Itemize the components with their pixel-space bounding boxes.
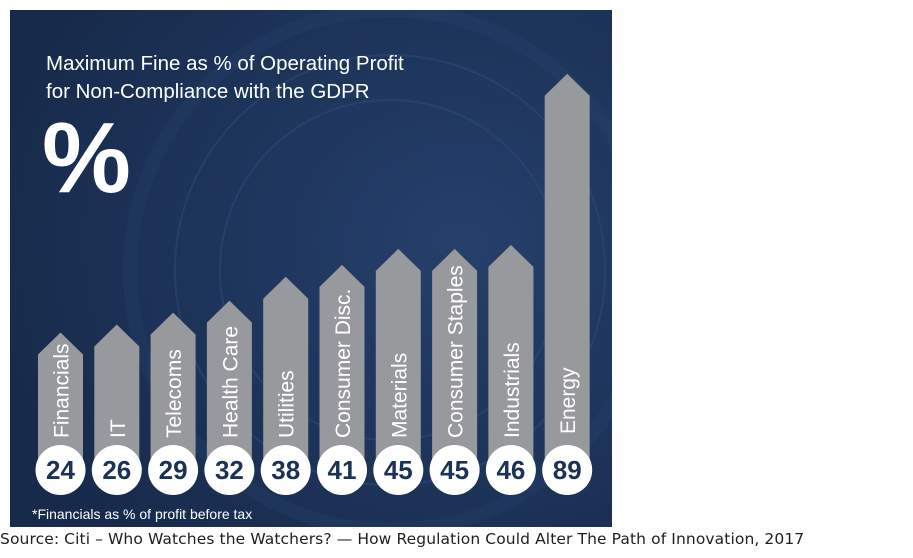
category-label: Utilities — [276, 370, 299, 438]
value-label: 45 — [440, 455, 469, 485]
category-label: Financials — [51, 343, 74, 438]
bar — [38, 332, 83, 470]
value-badge — [373, 445, 424, 495]
footnote: *Financials as % of profit before tax — [32, 506, 252, 522]
bar — [94, 324, 140, 470]
value-label: 26 — [102, 455, 131, 485]
source-caption: Source: Citi – Who Watches the Watchers?… — [0, 530, 805, 548]
value-badge — [485, 445, 536, 495]
value-label: 38 — [271, 455, 300, 485]
bar — [263, 276, 309, 470]
value-badge — [91, 445, 142, 495]
value-label: 24 — [46, 455, 75, 485]
category-label: Materials — [388, 353, 411, 438]
bar — [375, 248, 421, 470]
chart-title-line-2: for Non-Compliance with the GDPR — [46, 80, 370, 103]
bar — [488, 244, 534, 470]
value-badge — [204, 445, 255, 495]
chart-title-line-1: Maximum Fine as % of Operating Profit — [46, 52, 404, 75]
bar — [432, 248, 478, 470]
category-label: Health Care — [219, 326, 242, 438]
bar — [544, 73, 590, 470]
category-label: Telecoms — [163, 349, 186, 438]
value-label: 89 — [553, 455, 582, 485]
value-badge — [317, 445, 367, 495]
value-label: 45 — [384, 455, 413, 485]
category-label: IT — [107, 419, 130, 438]
value-label: 46 — [496, 455, 525, 485]
value-badge — [260, 445, 311, 495]
category-label: Energy — [557, 367, 580, 434]
value-badge — [35, 445, 86, 495]
bar-series: Financials 24 IT 26 Telecoms 29 Health Care 32 U… — [35, 73, 593, 495]
value-label: 41 — [328, 455, 357, 485]
value-badge — [542, 445, 593, 495]
value-label: 29 — [159, 455, 188, 485]
value-badge — [148, 445, 199, 495]
chart-panel: Maximum Fine as % of Operating Profit fo… — [10, 10, 612, 527]
category-label: Industrials — [501, 342, 524, 438]
category-label: Consumer Disc. — [332, 289, 355, 438]
category-label: Consumer Staples — [445, 265, 468, 438]
percent-symbol: % — [42, 102, 131, 214]
bar — [206, 300, 252, 470]
bar — [319, 264, 365, 470]
value-label: 32 — [215, 455, 244, 485]
value-badge — [429, 445, 480, 495]
bar — [150, 312, 196, 470]
